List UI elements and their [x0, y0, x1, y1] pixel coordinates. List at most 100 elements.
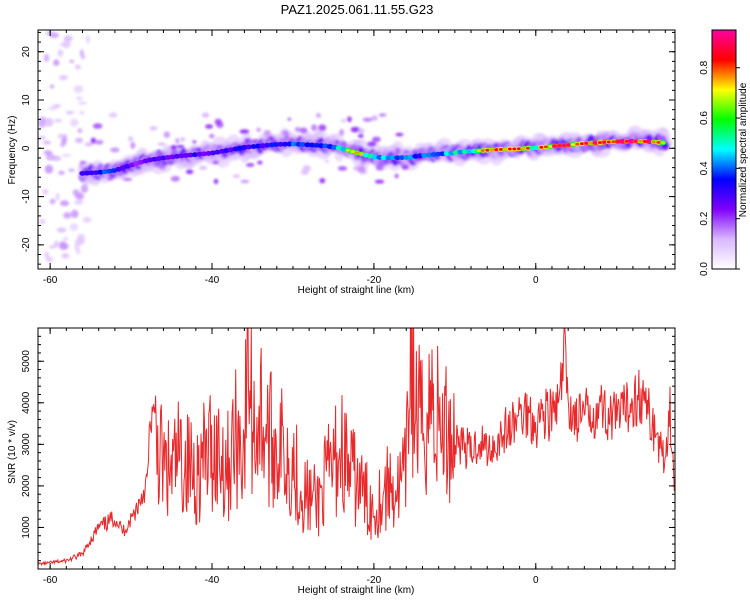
spectrogram-peak: [557, 144, 562, 148]
spectrogram-noise: [378, 113, 387, 117]
spectrogram-noise: [44, 164, 54, 174]
spectrogram-noise: [74, 199, 84, 205]
spectrogram-peak: [561, 143, 567, 147]
spectrogram-noise: [44, 251, 49, 259]
spectrogram-peak: [656, 140, 661, 144]
spectrogram-noise: [80, 184, 89, 193]
spectrogram-noise: [372, 136, 381, 143]
spectrogram-noise: [94, 139, 104, 145]
spectrogram-noise: [300, 169, 309, 175]
spectrogram-peak: [620, 139, 625, 143]
spectrogram-x-tick-label: -60: [43, 275, 58, 286]
spectrogram-noise: [395, 132, 404, 137]
spectrogram-peak: [350, 150, 355, 153]
spectrogram-noise: [71, 209, 79, 219]
spectrogram-cell: [385, 155, 392, 161]
colorbar-ticks: 0.0 0.2 0.4 0.6 0.8: [699, 60, 740, 276]
spectrogram-peak: [651, 140, 657, 144]
spectrogram-noise: [362, 117, 373, 122]
spectrogram-noise: [54, 240, 59, 248]
spectrogram-peak: [566, 143, 571, 147]
snr-series-line: [38, 328, 675, 566]
spectrogram-noise: [281, 130, 289, 136]
spectrogram-noise: [60, 141, 65, 148]
spectrogram-peak: [498, 148, 504, 151]
spectrogram-y-tick-label: 10: [21, 94, 32, 106]
spectrogram-noise: [157, 163, 166, 170]
spectrogram-panel: -60 -40 -20 0 -20 -10 0 10 20 Height of straigh…: [7, 29, 676, 296]
spectrogram-noise: [75, 137, 84, 144]
spectrogram-noise: [319, 177, 326, 184]
spectrogram-peak: [570, 143, 576, 146]
spectrogram-peak: [476, 149, 481, 153]
spectrogram-noise: [324, 159, 330, 163]
spectrogram-peak: [345, 148, 351, 152]
spectrogram-noise: [108, 112, 118, 118]
spectrogram-y-tick-label: 0: [21, 145, 32, 151]
spectrogram-noise: [213, 178, 219, 185]
spectrogram-noise: [377, 165, 384, 171]
spectrogram-noise: [74, 242, 80, 252]
spectrogram-peak: [579, 142, 585, 146]
spectrogram-noise: [77, 128, 83, 134]
spectrogram-peak: [629, 139, 634, 143]
spectrogram-noise: [318, 124, 327, 132]
spectrogram-peak: [606, 140, 612, 144]
spectrogram-noise: [59, 200, 69, 207]
spectrogram-noise: [44, 117, 54, 127]
spectrogram-peak: [611, 140, 616, 144]
spectrogram-noise: [48, 106, 58, 111]
spectrogram-noise: [76, 249, 81, 255]
snr-x-tick-label: -20: [367, 575, 382, 586]
spectrogram-cell: [286, 141, 293, 147]
spectrogram-noise: [157, 142, 166, 146]
spectrogram-noise: [315, 112, 321, 118]
spectrogram-noise: [185, 169, 194, 175]
spectrogram-noise: [114, 171, 125, 176]
spectrogram-noise: [85, 35, 91, 44]
spectrogram-noise: [39, 218, 46, 225]
spectrogram-noise: [69, 59, 75, 63]
spectrogram-peak: [633, 139, 639, 143]
spectrogram-noise: [75, 96, 83, 100]
spectrogram-noise: [212, 160, 219, 165]
snr-frame: [37, 327, 676, 570]
spectrogram-peak: [548, 145, 553, 148]
spectrogram-noise: [80, 54, 86, 60]
spectrogram-x-tick-label: -40: [205, 275, 220, 286]
spectrogram-noise: [245, 163, 255, 167]
spectrogram-x-tick-label: 0: [533, 275, 539, 286]
spectrogram-peak: [642, 140, 648, 143]
spectrogram-noise: [62, 39, 71, 49]
spectrogram-noise: [62, 153, 71, 157]
spectrogram-noise: [358, 127, 365, 135]
spectrogram-noise: [110, 147, 120, 153]
spectrogram-noise: [257, 160, 263, 165]
colorbar-tick-label: 0.0: [699, 262, 710, 276]
spectrogram-noise: [303, 149, 308, 153]
spectrogram-peak: [489, 148, 495, 152]
spectrogram-noise: [68, 168, 75, 172]
spectrogram-noise: [92, 123, 103, 129]
snr-y-tick-label: 2000: [21, 474, 32, 497]
spectrogram-noise: [214, 118, 222, 126]
spectrogram-noise: [58, 74, 69, 81]
spectrogram-noise: [346, 116, 352, 123]
spectrogram-noise: [287, 117, 292, 121]
snr-y-ticks: 1000 2000 3000 4000 5000: [21, 327, 675, 570]
snr-background: [38, 328, 675, 569]
colorbar-gradient: [711, 29, 737, 270]
spectrogram-noise: [63, 212, 72, 219]
spectrogram-noise: [192, 140, 197, 144]
spectrogram-noise: [180, 137, 185, 142]
spectrogram-noise: [48, 245, 56, 249]
spectrogram-noise: [128, 136, 134, 142]
spectrogram-noise: [256, 127, 261, 132]
spectrogram-noise: [371, 115, 378, 121]
spectrogram-frame: [37, 29, 676, 270]
spectrogram-noise: [106, 177, 114, 181]
spectrogram-noise: [352, 139, 363, 144]
spectrogram-noise: [244, 137, 252, 142]
snr-x-tick-label: -60: [43, 575, 58, 586]
spectrogram-noise: [366, 141, 377, 147]
